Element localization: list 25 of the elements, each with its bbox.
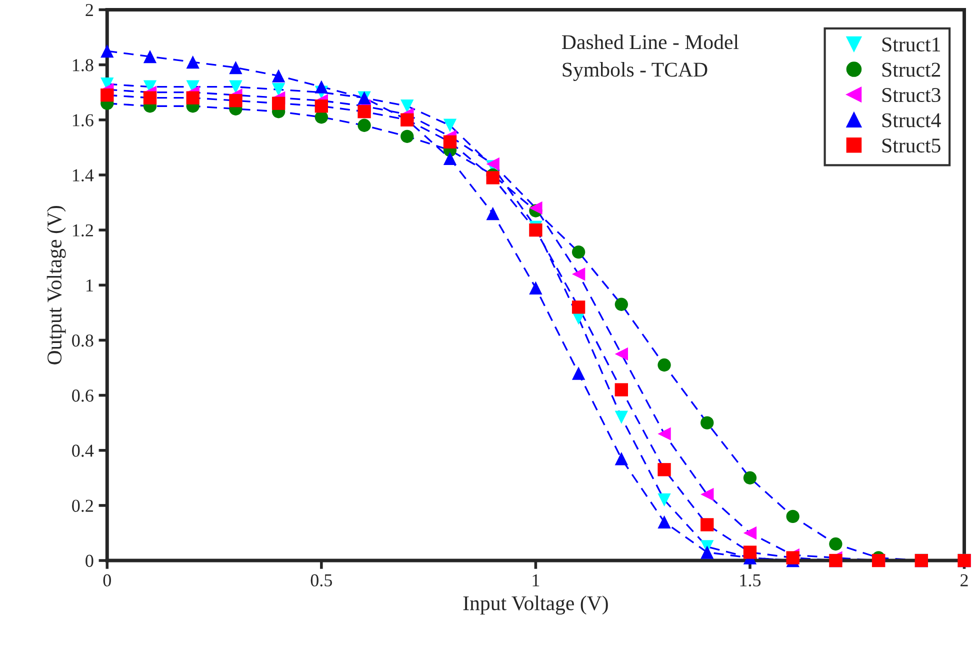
x-tick-label: 0 bbox=[103, 574, 111, 586]
y-tick-label: 1.4 bbox=[72, 169, 94, 182]
annotation: Symbols - TCAD bbox=[562, 62, 708, 81]
y-tick-label: 0 bbox=[86, 554, 94, 567]
y-tick-label: 0.8 bbox=[72, 334, 94, 347]
y-tick-label: 1.6 bbox=[72, 114, 94, 126]
x-tick-label: 2 bbox=[960, 574, 968, 586]
legend-label: Struct1 bbox=[882, 38, 940, 52]
legend-label: Struct5 bbox=[882, 138, 940, 153]
y-tick-label: 0.6 bbox=[72, 390, 94, 402]
x-tick-label: 1.5 bbox=[740, 574, 761, 586]
y-tick-label: 2 bbox=[86, 4, 93, 16]
y-tick-label: 1 bbox=[86, 279, 93, 292]
y-tick-label: 0.2 bbox=[72, 500, 93, 512]
x-axis-title: Input Voltage (V) bbox=[463, 596, 608, 615]
y-tick-label: 1.2 bbox=[72, 224, 93, 237]
x-tick-label: 0.5 bbox=[310, 574, 332, 586]
annotation: Dashed Line - Model bbox=[562, 34, 739, 50]
y-tick-label: 1.8 bbox=[72, 59, 94, 72]
y-axis-title: Output Voltage (V) bbox=[46, 206, 66, 364]
legend-label: Struct4 bbox=[882, 113, 941, 128]
legend-label: Struct3 bbox=[882, 88, 940, 102]
x-tick-label: 1 bbox=[532, 574, 540, 586]
y-tick-label: 0.4 bbox=[72, 444, 94, 457]
legend-label: Struct2 bbox=[882, 62, 940, 77]
